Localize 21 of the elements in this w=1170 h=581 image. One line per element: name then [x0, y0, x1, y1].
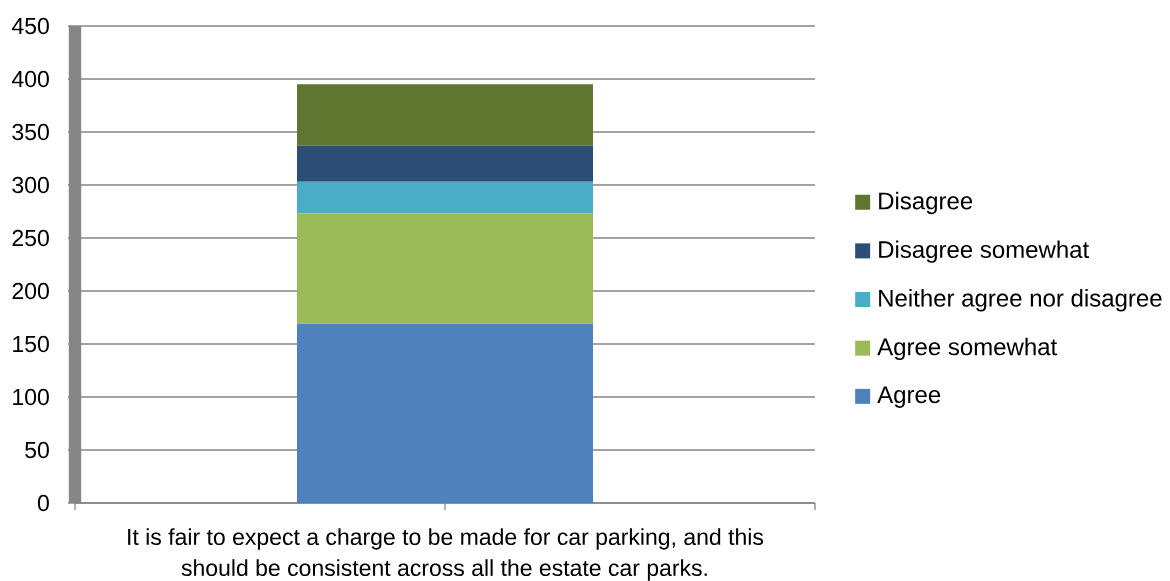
legend-label: Agree — [877, 386, 941, 408]
x-tick-label: It is fair to expect a charge to be made for car parking, and this should be consistent across all the estate car parks. — [128, 528, 764, 581]
y-tick-label: 350 — [12, 123, 49, 141]
y-tick-label: 150 — [13, 335, 49, 353]
bar — [297, 181, 593, 214]
y-tick-label: 0 — [37, 494, 49, 512]
bar — [297, 213, 593, 324]
y-tick-label: 450 — [11, 17, 49, 35]
bar — [297, 323, 593, 503]
bar — [297, 145, 593, 182]
bar — [297, 84, 593, 146]
y-tick-label: 250 — [12, 229, 49, 247]
y-tick-label: 100 — [13, 388, 49, 406]
y-tick-label: 400 — [11, 70, 49, 88]
legend-label: Disagree — [879, 191, 973, 215]
y-tick-label: 200 — [12, 282, 49, 300]
legend-label: Neither agree nor disagree — [879, 289, 1162, 312]
y-tick-label: 50 — [25, 441, 49, 459]
legend-label: Disagree somewhat — [879, 240, 1090, 263]
y-tick-label: 300 — [12, 176, 49, 194]
legend-label: Agree somewhat — [877, 337, 1058, 361]
